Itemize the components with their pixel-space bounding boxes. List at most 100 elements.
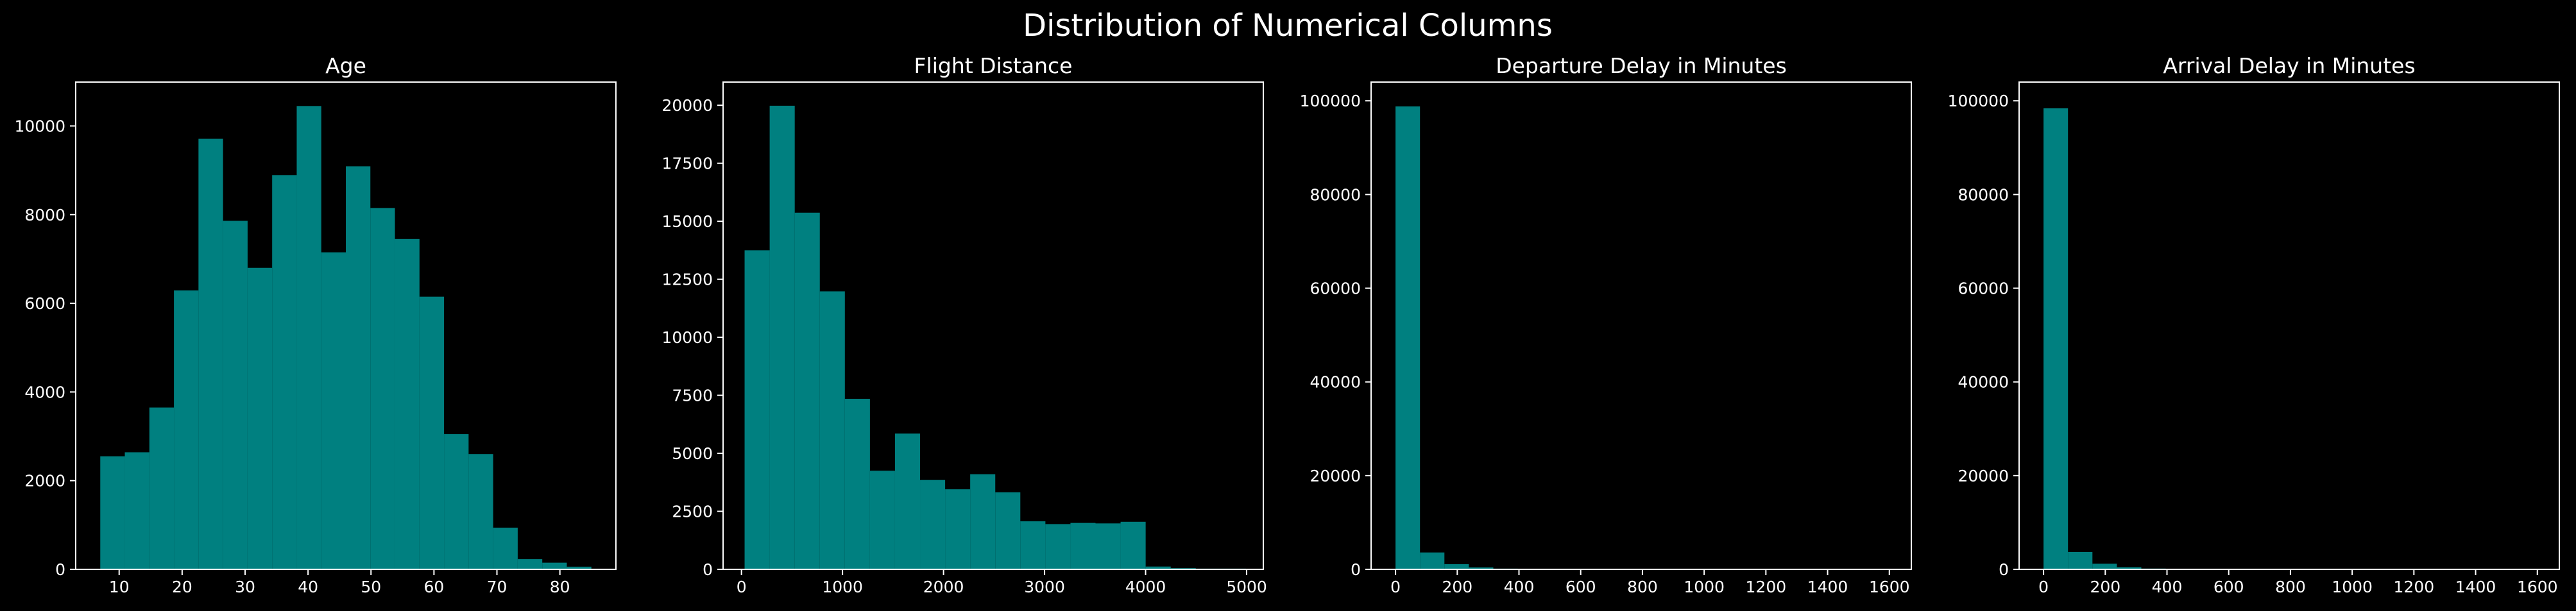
figure-suptitle: Distribution of Numerical Columns <box>1023 8 1553 44</box>
histogram-bar <box>370 208 395 569</box>
histogram-bar <box>2117 567 2142 569</box>
histogram-bar <box>198 138 223 569</box>
x-tick-label: 200 <box>2090 578 2120 596</box>
histogram-bar <box>1444 564 1469 569</box>
subplot-title: Departure Delay in Minutes <box>1496 53 1787 78</box>
histogram-bars <box>744 105 1246 569</box>
x-tick-label: 10 <box>109 578 130 596</box>
x-tick-label: 5000 <box>1226 578 1267 596</box>
y-axis-ticks: 0 20000 40000 60000 80000 100000 <box>1300 92 1371 579</box>
y-tick-label: 40000 <box>1958 373 2009 392</box>
histogram-bar <box>1469 567 1494 569</box>
histogram-bar <box>444 434 469 569</box>
axes-frame <box>1370 81 1912 570</box>
y-tick-label: 0 <box>1999 560 2009 579</box>
x-tick-label: 80 <box>550 578 570 596</box>
subplot-title: Arrival Delay in Minutes <box>2163 53 2415 78</box>
x-tick-label: 1200 <box>2394 578 2435 596</box>
x-tick-label: 2000 <box>923 578 964 596</box>
x-tick-label: 400 <box>1504 578 1535 596</box>
histogram-bar <box>1045 524 1071 569</box>
x-tick-label: 1400 <box>2455 578 2496 596</box>
y-tick-label: 0 <box>703 560 713 579</box>
histogram-bar <box>223 221 248 570</box>
histogram-bar <box>1145 566 1171 569</box>
x-tick-label: 600 <box>1565 578 1596 596</box>
x-tick-label: 1000 <box>2332 578 2373 596</box>
x-axis-ticks: 10 20 30 40 50 60 70 80 <box>109 569 570 596</box>
x-tick-label: 800 <box>1627 578 1658 596</box>
x-tick-label: 1600 <box>2517 578 2558 596</box>
histogram-bar <box>567 566 592 569</box>
histogram-bar <box>970 474 996 569</box>
x-tick-label: 600 <box>2213 578 2244 596</box>
y-tick-label: 7500 <box>672 387 713 405</box>
y-axis-ticks: 0 2000 4000 6000 8000 10000 <box>14 117 76 579</box>
x-tick-label: 4000 <box>1125 578 1166 596</box>
x-tick-label: 60 <box>423 578 444 596</box>
histogram-bar <box>844 399 870 569</box>
axes-frame <box>2018 81 2560 570</box>
histogram-bar <box>920 480 946 569</box>
subplot-flight-distance: Flight Distance 0 1000 2000 3000 4000 5000 0 250… <box>661 53 1267 596</box>
histogram-bar <box>1420 552 1445 569</box>
y-tick-label: 20000 <box>1958 467 2009 485</box>
x-tick-label: 200 <box>1442 578 1472 596</box>
histogram-bar <box>894 433 921 569</box>
histogram-bar <box>1020 521 1046 569</box>
histogram-bar <box>542 562 567 569</box>
x-tick-label: 50 <box>361 578 381 596</box>
histogram-bar <box>819 291 845 569</box>
x-tick-label: 800 <box>2275 578 2306 596</box>
histogram-bar <box>2068 551 2093 569</box>
y-axis-ticks: 0 2500 5000 7500 10000 12500 15000 17500 20000 <box>661 96 723 579</box>
x-tick-label: 1600 <box>1869 578 1910 596</box>
y-tick-label: 10000 <box>661 328 713 347</box>
subplot-title: Flight Distance <box>914 53 1073 78</box>
y-tick-label: 100000 <box>1300 92 1361 110</box>
histogram-bar <box>247 267 273 569</box>
histogram-bar <box>124 452 149 569</box>
histogram-bar <box>174 290 199 569</box>
histogram-bar <box>995 492 1021 569</box>
x-tick-label: 40 <box>298 578 318 596</box>
x-axis-ticks: 0 1000 2000 3000 4000 5000 <box>737 569 1267 596</box>
y-tick-label: 17500 <box>661 155 713 173</box>
x-tick-label: 0 <box>2038 578 2049 596</box>
histogram-bar <box>744 250 770 569</box>
histogram-bar <box>272 175 297 570</box>
histogram-bar <box>869 471 895 569</box>
histogram-bars <box>1395 106 1885 569</box>
histogram-bar <box>346 166 371 569</box>
histogram-bar <box>395 239 420 569</box>
y-tick-label: 2500 <box>672 503 713 521</box>
x-tick-label: 1000 <box>822 578 863 596</box>
y-tick-label: 20000 <box>661 96 713 115</box>
subplot-title: Age <box>325 53 366 78</box>
x-tick-label: 3000 <box>1024 578 1065 596</box>
x-tick-label: 30 <box>235 578 255 596</box>
histogram-bar <box>794 212 820 569</box>
y-tick-label: 20000 <box>1309 467 1361 485</box>
histogram-bars <box>100 106 592 570</box>
y-tick-label: 60000 <box>1958 280 2009 298</box>
x-tick-label: 20 <box>172 578 192 596</box>
y-tick-label: 0 <box>55 560 65 579</box>
x-tick-label: 1200 <box>1746 578 1787 596</box>
histogram-bar <box>493 527 518 569</box>
y-tick-label: 6000 <box>24 294 65 313</box>
histogram-bar <box>1395 106 1420 569</box>
y-tick-label: 12500 <box>661 271 713 289</box>
y-tick-label: 15000 <box>661 212 713 231</box>
y-tick-label: 100000 <box>1948 92 2009 110</box>
subplot-arrival-delay-in-minutes: Arrival Delay in Minutes 0 200 400 600 800 100… <box>1948 53 2560 596</box>
histogram-bar <box>100 456 125 569</box>
y-tick-label: 4000 <box>24 383 65 401</box>
x-tick-label: 1400 <box>1807 578 1848 596</box>
histogram-bar <box>296 106 321 570</box>
y-axis-ticks: 0 20000 40000 60000 80000 100000 <box>1948 92 2019 579</box>
y-tick-label: 5000 <box>672 444 713 463</box>
histogram-bar <box>1095 523 1121 569</box>
histogram-bar <box>945 489 971 569</box>
